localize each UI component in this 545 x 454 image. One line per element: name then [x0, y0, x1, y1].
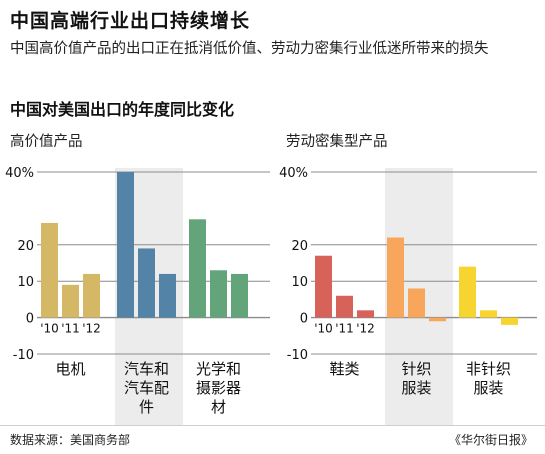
category-label: 光学和	[196, 360, 241, 378]
chart-subtitle: 中国高价值产品的出口正在抵消低价值、劳动力密集行业低迷所带来的损失	[10, 41, 489, 57]
category-label: 鞋类	[329, 360, 359, 378]
bar-鞋类-1	[315, 255, 332, 318]
year-label: '11	[335, 322, 354, 336]
y-tick-label: 10	[291, 275, 308, 290]
chart-title: 中国高端行业出口持续增长	[10, 10, 251, 32]
bar-针织服装-3	[429, 317, 446, 322]
category-label: 汽车和	[124, 360, 169, 378]
section-title: 中国对美国出口的年度同比变化	[10, 100, 235, 119]
category-label: 摄影器	[196, 379, 241, 397]
category-label: 非针织	[466, 360, 511, 378]
category-label: 针织	[401, 360, 431, 378]
bar-针织服装-1	[387, 237, 404, 318]
category-label: 材	[211, 398, 226, 416]
bar-针织服装-2	[408, 288, 425, 318]
y-tick-label: 20	[17, 239, 34, 254]
panel-title-labor-intensive: 劳动密集型产品	[286, 134, 388, 150]
bar-鞋类-2	[336, 295, 353, 318]
year-label: '10	[40, 322, 59, 336]
year-label: '12	[356, 322, 375, 336]
bar-电机-1	[41, 222, 58, 318]
year-label: '10	[314, 322, 333, 336]
panel-title-high-value: 高价值产品	[10, 134, 83, 150]
bar-汽车和汽车配件-3	[159, 273, 176, 318]
bar-电机-3	[83, 273, 100, 318]
category-label: 服装	[473, 379, 503, 397]
year-label: '11	[61, 322, 80, 336]
bar-电机-2	[62, 284, 79, 318]
y-tick-label: -10	[13, 348, 34, 363]
category-label: 电机	[55, 360, 85, 378]
bar-非针织服装-2	[480, 310, 497, 318]
footer-divider	[0, 425, 545, 426]
bar-光学和摄影器材-1	[189, 219, 206, 318]
bar-非针织服装-3	[501, 317, 518, 325]
y-tick-label: -10	[287, 348, 308, 363]
credit-note: 《华尔街日报》	[448, 433, 533, 447]
year-label: '12	[82, 322, 101, 336]
y-tick-label: 10	[17, 275, 34, 290]
category-label: 服装	[401, 379, 431, 397]
y-tick-label: 0	[300, 312, 308, 327]
y-tick-label: 40%	[5, 166, 34, 181]
y-tick-label: 40%	[279, 166, 308, 181]
bar-光学和摄影器材-2	[210, 270, 227, 318]
bar-光学和摄影器材-3	[231, 273, 248, 318]
bar-汽车和汽车配件-1	[117, 172, 134, 318]
y-tick-label: 20	[291, 239, 308, 254]
source-note: 数据来源：美国商务部	[10, 433, 131, 447]
category-label: 汽车配	[124, 379, 169, 397]
category-label: 件	[139, 398, 154, 416]
bar-鞋类-3	[357, 310, 374, 318]
y-tick-label: 0	[26, 312, 34, 327]
bar-非针织服装-1	[459, 266, 476, 318]
bar-汽车和汽车配件-2	[138, 248, 155, 318]
